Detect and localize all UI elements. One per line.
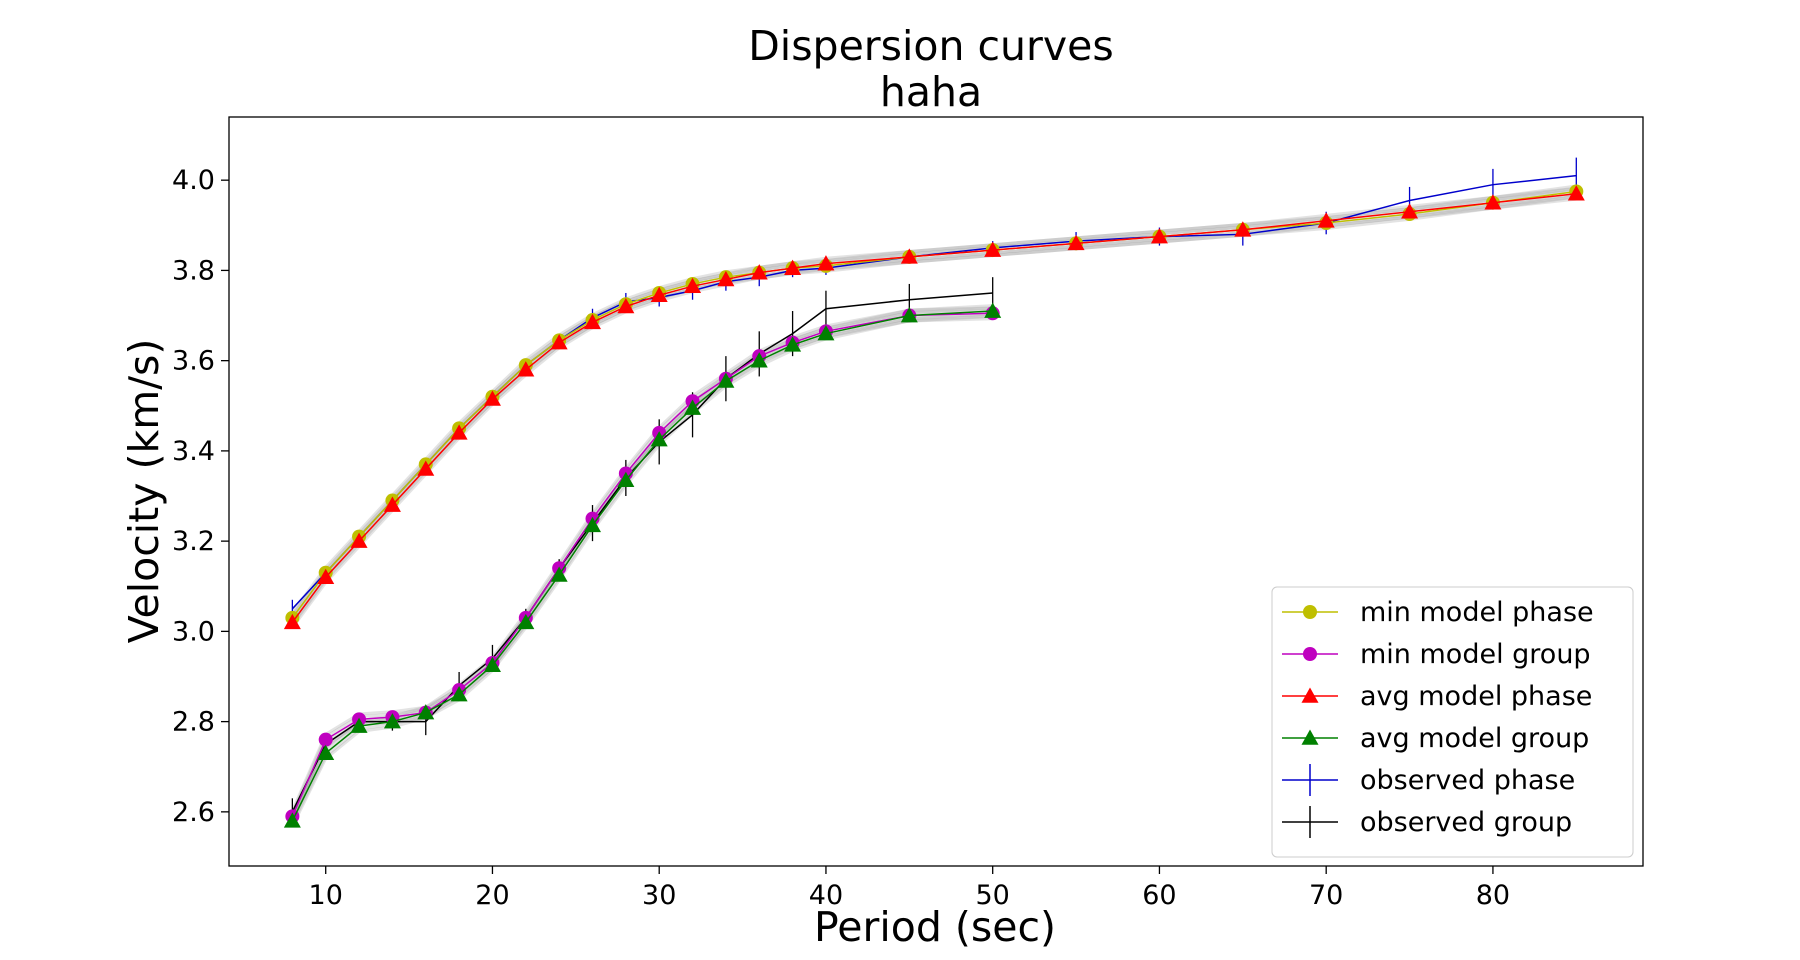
min-model-group-point bbox=[318, 732, 333, 747]
avg-model-phase-point bbox=[1317, 212, 1335, 228]
avg-model-group-point bbox=[900, 307, 918, 323]
legend-label-min-model-phase: min model phase bbox=[1360, 597, 1594, 628]
legend-label-observed-group: observed group bbox=[1360, 807, 1572, 838]
x-tick-label: 30 bbox=[642, 880, 676, 911]
avg-model-phase-point bbox=[717, 270, 735, 287]
x-tick-label: 80 bbox=[1476, 880, 1510, 911]
avg-model-group-point bbox=[750, 352, 768, 368]
chart-title: Dispersion curves bbox=[748, 22, 1114, 70]
y-tick-label: 2.8 bbox=[172, 707, 215, 738]
avg-model-phase-series bbox=[283, 185, 1585, 630]
x-tick-label: 50 bbox=[976, 880, 1010, 911]
avg-model-group-point bbox=[784, 336, 802, 352]
avg-model-group-point bbox=[984, 302, 1002, 318]
avg-model-group-point bbox=[550, 566, 568, 582]
avg-model-group-point bbox=[584, 516, 602, 533]
avg-model-phase-point bbox=[584, 313, 602, 330]
avg-model-group-point bbox=[283, 812, 301, 828]
avg-model-phase-point bbox=[1234, 221, 1252, 237]
y-tick-label: 3.2 bbox=[172, 526, 215, 557]
avg-model-phase-point bbox=[283, 613, 301, 630]
avg-model-phase-point bbox=[650, 286, 668, 303]
avg-model-phase-point bbox=[784, 259, 802, 275]
x-tick-label: 60 bbox=[1142, 880, 1176, 911]
avg-model-phase-point bbox=[684, 277, 702, 294]
x-tick-label: 40 bbox=[809, 880, 843, 911]
avg-model-phase-point bbox=[617, 298, 635, 314]
avg-model-group-point bbox=[450, 686, 468, 702]
avg-model-phase-point bbox=[1401, 203, 1419, 219]
avg-model-phase-point bbox=[550, 334, 568, 350]
legend-swatch-marker bbox=[1301, 729, 1319, 745]
y-tick-label: 3.0 bbox=[172, 616, 215, 647]
x-tick-label: 20 bbox=[475, 880, 509, 911]
avg-model-phase-line bbox=[291, 192, 1577, 623]
legend-label-observed-phase: observed phase bbox=[1360, 765, 1575, 796]
avg-model-group-series bbox=[283, 302, 1002, 828]
avg-model-group-point bbox=[483, 656, 501, 673]
y-tick-label: 4.0 bbox=[172, 165, 215, 196]
avg-model-group-point bbox=[717, 372, 735, 388]
avg-model-phase-point bbox=[817, 255, 835, 271]
avg-model-group-point bbox=[383, 713, 401, 729]
avg-model-group-point bbox=[684, 399, 702, 415]
y-tick-label: 3.6 bbox=[172, 346, 215, 377]
x-tick-label: 10 bbox=[309, 880, 343, 911]
avg-model-phase-point bbox=[1567, 185, 1585, 201]
avg-model-group-point bbox=[650, 431, 668, 447]
legend-box bbox=[1271, 586, 1634, 858]
avg-model-phase-point bbox=[900, 248, 918, 264]
x-tick-label: 70 bbox=[1309, 880, 1343, 911]
avg-model-group-point bbox=[317, 744, 335, 760]
avg-model-phase-point bbox=[383, 496, 401, 512]
avg-model-phase-point bbox=[483, 390, 501, 406]
legend-label-avg-model-phase: avg model phase bbox=[1360, 681, 1592, 712]
legend-swatch-marker bbox=[1303, 605, 1317, 619]
model-envelope-line bbox=[291, 184, 1577, 614]
avg-model-phase-point bbox=[350, 532, 368, 548]
plot-frame bbox=[228, 116, 1644, 867]
y-tick-label: 3.8 bbox=[172, 255, 215, 286]
avg-model-group-point bbox=[417, 704, 435, 720]
avg-model-phase-point bbox=[984, 241, 1002, 257]
avg-model-phase-point bbox=[450, 424, 468, 440]
avg-model-phase-point bbox=[1150, 228, 1168, 244]
legend-swatch-marker bbox=[1301, 687, 1319, 703]
model-envelope-line bbox=[291, 187, 1577, 617]
avg-model-group-point bbox=[817, 325, 835, 341]
y-axis-label: Velocity (km/s) bbox=[120, 339, 168, 644]
legend: min model phase min model group avg model … bbox=[1271, 586, 1634, 858]
avg-model-phase-point bbox=[417, 460, 435, 476]
legend-swatch-marker bbox=[1303, 647, 1317, 661]
avg-model-group-point bbox=[517, 613, 535, 630]
avg-model-phase-point bbox=[750, 264, 768, 280]
legend-label-min-model-group: min model group bbox=[1360, 639, 1591, 670]
avg-model-phase-point bbox=[1067, 234, 1085, 251]
chart-subtitle: haha bbox=[880, 68, 982, 116]
avg-model-group-point bbox=[617, 471, 635, 488]
x-axis-label: Period (sec) bbox=[814, 903, 1056, 951]
avg-model-phase-point bbox=[517, 361, 535, 377]
avg-model-phase-point bbox=[1484, 194, 1502, 210]
avg-model-phase-point bbox=[317, 568, 335, 585]
y-tick-label: 2.6 bbox=[172, 797, 215, 828]
legend-label-avg-model-group: avg model group bbox=[1360, 723, 1589, 754]
y-tick-label: 3.4 bbox=[172, 436, 215, 467]
avg-model-group-point bbox=[350, 717, 368, 733]
